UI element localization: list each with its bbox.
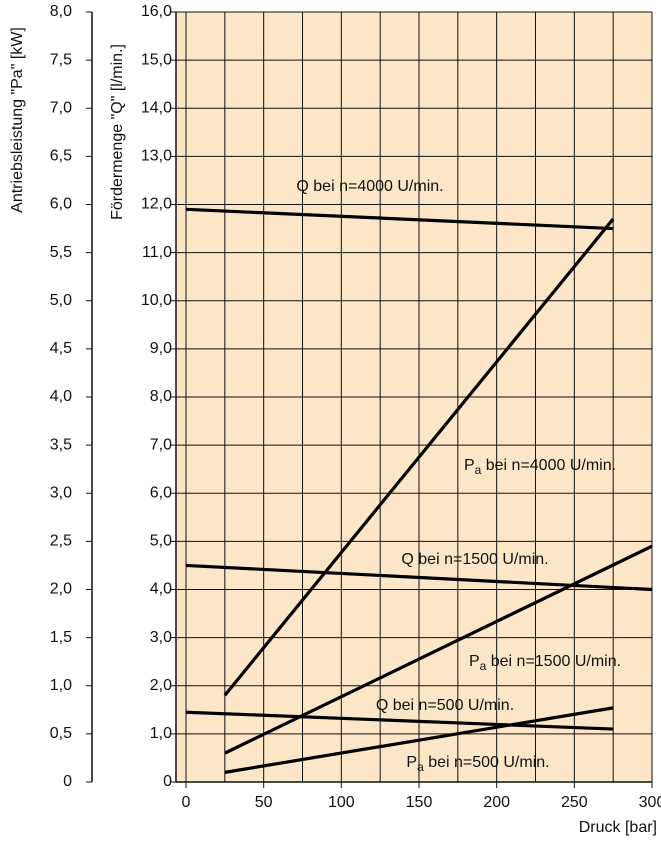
y-tick-label: 7,0 (50, 99, 72, 116)
y2-tick-label: 1,0 (150, 725, 172, 742)
series-label: Q bei n=1500 U/min. (401, 551, 548, 568)
y-tick-label: 6,5 (50, 148, 72, 165)
y2-tick-label: 16,0 (141, 3, 172, 20)
series-line (185, 710, 614, 731)
y-tick-label: 4,5 (50, 340, 72, 357)
x-tick-label: 150 (406, 794, 433, 811)
y2-tick-label: 7,0 (150, 436, 172, 453)
y2-tick-label: 11,0 (142, 244, 172, 261)
y2-tick-label: 4,0 (150, 581, 172, 598)
y-tick-label: 0,5 (50, 725, 72, 742)
x-tick-label: 300 (639, 794, 661, 811)
x-tick-label: 50 (255, 794, 273, 811)
y-tick-label: 1,5 (50, 629, 72, 646)
y-tick-label: 7,5 (50, 51, 72, 68)
label-part: bei n=1500 U/min. (486, 653, 621, 670)
y2-tick-label: 9,0 (150, 340, 172, 357)
series-label: Q bei n=4000 U/min. (296, 178, 443, 195)
series-line (224, 544, 653, 755)
y-tick-label: 1,0 (50, 677, 72, 694)
y-tick-label: 2,0 (50, 581, 72, 598)
y-tick-label: 4,0 (50, 388, 72, 405)
y-tick-label: 5,5 (50, 244, 72, 261)
x-tick-label: 200 (483, 794, 510, 811)
y2-tick-label: 0 (163, 773, 172, 790)
y-tick-label: 5,0 (50, 292, 72, 309)
y2-tick-label: 12,0 (141, 196, 172, 213)
y2-tick-label: 5,0 (150, 533, 172, 550)
y-tick-label: 3,5 (50, 436, 72, 453)
y2-tick-label: 2,0 (150, 677, 172, 694)
series-label: Q bei n=500 U/min. (376, 697, 514, 714)
label-part: bei n=500 U/min. (424, 754, 550, 771)
y2-tick-label: 10,0 (141, 292, 172, 309)
x-axis-label: Druck [bar] (579, 819, 657, 836)
y2-tick-label: 6,0 (150, 484, 172, 501)
y2-tick-label: 8,0 (150, 388, 172, 405)
y2-tick-label: 14,0 (141, 99, 172, 116)
y2-axis-label: Fördermenge "Q" [l/min.] (109, 44, 126, 220)
label-part: P (469, 653, 480, 670)
y-tick-label: 3,0 (50, 484, 72, 501)
series-line (224, 706, 614, 774)
x-tick-label: 100 (328, 794, 355, 811)
y-tick-label: 2,5 (50, 533, 72, 550)
label-subscript: a (475, 463, 482, 477)
series-label: Pa bei n=4000 U/min. (464, 457, 616, 477)
x-tick-label: 0 (182, 794, 191, 811)
y-axis-label: Antriebsleistung "Pa" [kW] (9, 27, 26, 213)
y-tick-label: 8,0 (50, 3, 72, 20)
label-part: bei n=4000 U/min. (481, 457, 616, 474)
x-tick-label: 250 (561, 794, 588, 811)
y2-tick-label: 3,0 (150, 629, 172, 646)
y2-tick-label: 13,0 (141, 148, 172, 165)
series-label: Pa bei n=500 U/min. (406, 754, 549, 774)
y-tick-label: 6,0 (50, 196, 72, 213)
series-line (185, 207, 614, 231)
series-line (223, 217, 615, 697)
y2-tick-label: 15,0 (141, 51, 172, 68)
label-part: P (406, 754, 417, 771)
label-subscript: a (480, 659, 487, 673)
y-tick-label: 0 (63, 773, 72, 790)
series-label: Pa bei n=1500 U/min. (469, 653, 621, 673)
label-subscript: a (417, 760, 424, 774)
label-part: P (464, 457, 475, 474)
